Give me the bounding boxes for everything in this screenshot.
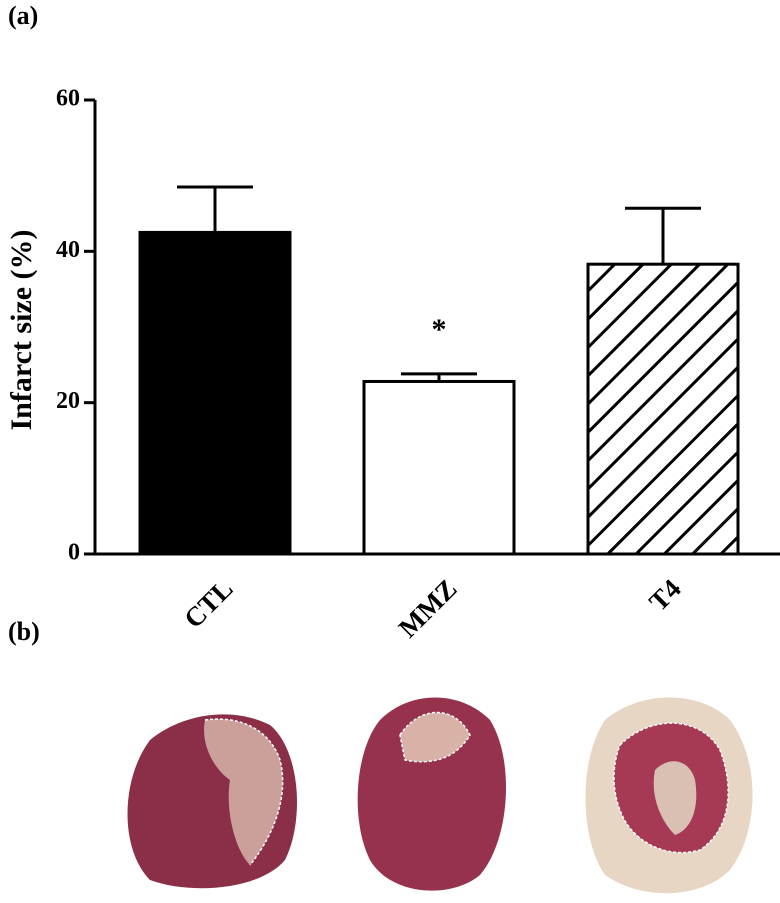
bar <box>362 379 516 556</box>
tissue-slice <box>127 714 297 889</box>
panel-label: (b) <box>8 617 40 646</box>
y-tick-label: 20 <box>56 388 80 414</box>
x-tick-label: MMZ <box>393 573 463 643</box>
bar <box>586 262 740 556</box>
significance-label: * <box>432 313 447 346</box>
x-tick-label: T4 <box>643 573 686 616</box>
y-tick-label: 40 <box>56 237 80 263</box>
error-bar <box>177 185 253 233</box>
y-axis-label: Infarct size (%) <box>5 229 38 430</box>
error-bar <box>625 206 701 265</box>
tissue-slice <box>357 697 507 891</box>
y-tick-label: 0 <box>68 540 80 566</box>
panel-label: (a) <box>8 1 38 30</box>
bar <box>138 230 292 556</box>
x-tick-label: CTL <box>178 573 238 633</box>
tissue-slice <box>585 697 753 894</box>
error-bar <box>401 372 477 382</box>
y-tick-label: 60 <box>56 86 80 112</box>
